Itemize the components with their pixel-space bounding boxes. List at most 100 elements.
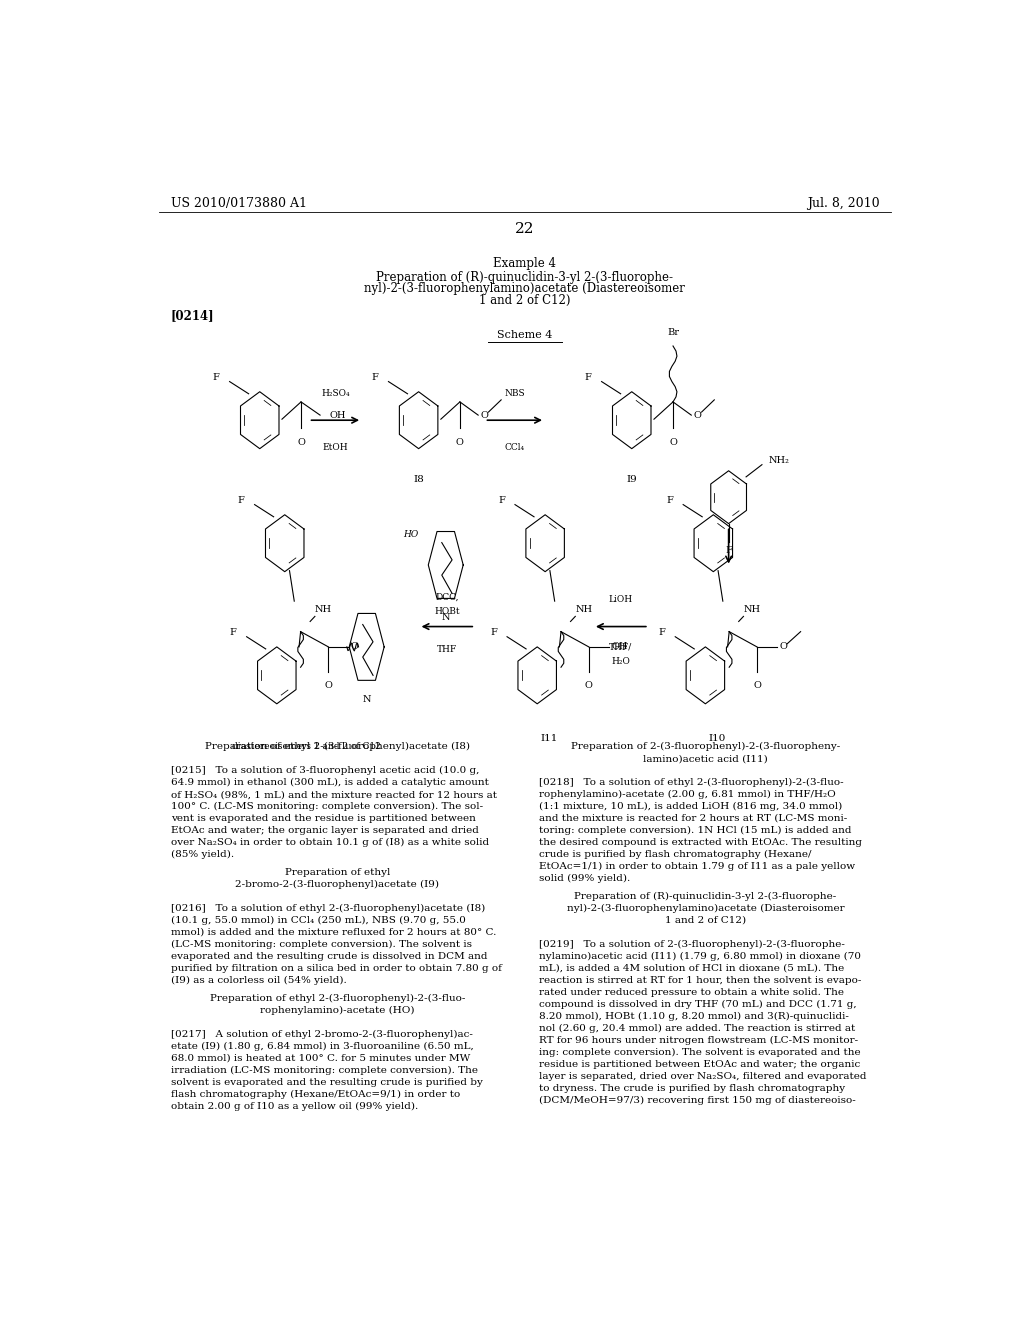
Text: (10.1 g, 55.0 mmol) in CCl₄ (250 mL), NBS (9.70 g, 55.0: (10.1 g, 55.0 mmol) in CCl₄ (250 mL), NB… bbox=[171, 916, 466, 925]
Text: NH₂: NH₂ bbox=[768, 457, 790, 465]
Text: mL), is added a 4M solution of HCl in dioxane (5 mL). The: mL), is added a 4M solution of HCl in di… bbox=[539, 964, 844, 973]
Text: THF/: THF/ bbox=[609, 643, 633, 652]
Text: [0214]: [0214] bbox=[171, 309, 214, 322]
Text: F: F bbox=[667, 496, 673, 506]
Text: (LC-MS monitoring: complete conversion). The solvent is: (LC-MS monitoring: complete conversion).… bbox=[171, 940, 472, 949]
Text: crude is purified by flash chromatography (Hexane/: crude is purified by flash chromatograph… bbox=[539, 850, 811, 859]
Text: layer is separated, dried over Na₂SO₄, filtered and evaporated: layer is separated, dried over Na₂SO₄, f… bbox=[539, 1072, 866, 1081]
Text: F: F bbox=[213, 374, 219, 381]
Text: [0215]   To a solution of 3-fluorophenyl acetic acid (10.0 g,: [0215] To a solution of 3-fluorophenyl a… bbox=[171, 766, 479, 775]
Text: Preparation of ethyl: Preparation of ethyl bbox=[285, 869, 390, 876]
Text: evaporated and the resulting crude is dissolved in DCM and: evaporated and the resulting crude is di… bbox=[171, 952, 487, 961]
Text: nylamino)acetic acid (I11) (1.79 g, 6.80 mmol) in dioxane (70: nylamino)acetic acid (I11) (1.79 g, 6.80… bbox=[539, 952, 861, 961]
Text: Example 4: Example 4 bbox=[494, 257, 556, 271]
Text: and the mixture is reacted for 2 hours at RT (LC-MS moni-: and the mixture is reacted for 2 hours a… bbox=[539, 814, 847, 824]
Text: EtOAc=1/1) in order to obtain 1.79 g of I11 as a pale yellow: EtOAc=1/1) in order to obtain 1.79 g of … bbox=[539, 862, 855, 871]
Text: I8: I8 bbox=[414, 475, 424, 483]
Text: O: O bbox=[297, 438, 305, 447]
Text: DCC,: DCC, bbox=[435, 593, 459, 602]
Text: obtain 2.00 g of I10 as a yellow oil (99% yield).: obtain 2.00 g of I10 as a yellow oil (99… bbox=[171, 1102, 418, 1111]
Text: F: F bbox=[372, 374, 379, 381]
Text: purified by filtration on a silica bed in order to obtain 7.80 g of: purified by filtration on a silica bed i… bbox=[171, 964, 502, 973]
Text: Jul. 8, 2010: Jul. 8, 2010 bbox=[807, 197, 880, 210]
Text: Br: Br bbox=[667, 329, 679, 338]
Text: THF: THF bbox=[437, 645, 457, 653]
Text: O: O bbox=[753, 681, 761, 690]
Text: vent is evaporated and the residue is partitioned between: vent is evaporated and the residue is pa… bbox=[171, 814, 475, 824]
Text: lamino)acetic acid (I11): lamino)acetic acid (I11) bbox=[643, 754, 768, 763]
Text: 1 and 2 of C12): 1 and 2 of C12) bbox=[665, 916, 745, 925]
Text: F: F bbox=[585, 374, 592, 381]
Text: of H₂SO₄ (98%, 1 mL) and the mixture reacted for 12 hours at: of H₂SO₄ (98%, 1 mL) and the mixture rea… bbox=[171, 791, 497, 799]
Text: rophenylamino)-acetate (2.00 g, 6.81 mmol) in THF/H₂O: rophenylamino)-acetate (2.00 g, 6.81 mmo… bbox=[539, 791, 836, 799]
Text: rophenylamino)-acetate (HO): rophenylamino)-acetate (HO) bbox=[260, 1006, 415, 1015]
Text: 100° C. (LC-MS monitoring: complete conversion). The sol-: 100° C. (LC-MS monitoring: complete conv… bbox=[171, 803, 482, 812]
Text: compound is dissolved in dry THF (70 mL) and DCC (1.71 g,: compound is dissolved in dry THF (70 mL)… bbox=[539, 1001, 856, 1008]
Text: N: N bbox=[362, 696, 371, 705]
Text: [0219]   To a solution of 2-(3-fluorophenyl)-2-(3-fluorophe-: [0219] To a solution of 2-(3-fluoropheny… bbox=[539, 940, 845, 949]
Text: toring: complete conversion). 1N HCl (15 mL) is added and: toring: complete conversion). 1N HCl (15… bbox=[539, 826, 851, 836]
Text: O: O bbox=[480, 411, 488, 420]
Text: O: O bbox=[693, 411, 701, 420]
Text: EtOAc and water; the organic layer is separated and dried: EtOAc and water; the organic layer is se… bbox=[171, 826, 478, 836]
Text: Preparation of (R)-quinuclidin-3-yl 2-(3-fluorophe-: Preparation of (R)-quinuclidin-3-yl 2-(3… bbox=[376, 271, 674, 284]
Text: I11: I11 bbox=[541, 734, 558, 743]
Text: H₂SO₄: H₂SO₄ bbox=[321, 389, 349, 397]
Text: nyl)-2-(3-fluorophenylamino)acetate (Diastereoisomer: nyl)-2-(3-fluorophenylamino)acetate (Dia… bbox=[365, 282, 685, 296]
Text: irradiation (LC-MS monitoring: complete conversion). The: irradiation (LC-MS monitoring: complete … bbox=[171, 1065, 477, 1074]
Text: O: O bbox=[669, 438, 677, 447]
Text: I9: I9 bbox=[627, 475, 637, 483]
Text: 1 and 2 of C12): 1 and 2 of C12) bbox=[479, 294, 570, 308]
Text: solvent is evaporated and the resulting crude is purified by: solvent is evaporated and the resulting … bbox=[171, 1078, 482, 1086]
Text: HOBt: HOBt bbox=[434, 607, 460, 616]
Text: [0218]   To a solution of ethyl 2-(3-fluorophenyl)-2-(3-fluo-: [0218] To a solution of ethyl 2-(3-fluor… bbox=[539, 777, 844, 787]
Text: 2-bromo-2-(3-fluorophenyl)acetate (I9): 2-bromo-2-(3-fluorophenyl)acetate (I9) bbox=[236, 880, 439, 890]
Text: F: F bbox=[238, 496, 245, 506]
Text: Preparation of ethyl 2-(3-fluorophenyl)acetate (I8): Preparation of ethyl 2-(3-fluorophenyl)a… bbox=[205, 742, 470, 751]
Text: H₂O: H₂O bbox=[611, 657, 631, 667]
Text: (DCM/MeOH=97/3) recovering first 150 mg of diastereoiso-: (DCM/MeOH=97/3) recovering first 150 mg … bbox=[539, 1096, 855, 1105]
Text: HO: HO bbox=[402, 529, 418, 539]
Text: nyl)-2-(3-fluorophenylamino)acetate (Diasteroisomer: nyl)-2-(3-fluorophenylamino)acetate (Dia… bbox=[566, 904, 844, 913]
Text: Preparation of 2-(3-fluorophenyl)-2-(3-fluoropheny-: Preparation of 2-(3-fluorophenyl)-2-(3-f… bbox=[570, 742, 840, 751]
Text: solid (99% yield).: solid (99% yield). bbox=[539, 874, 630, 883]
Text: 22: 22 bbox=[515, 222, 535, 236]
Text: (I9) as a colorless oil (54% yield).: (I9) as a colorless oil (54% yield). bbox=[171, 975, 346, 985]
Text: CCl₄: CCl₄ bbox=[505, 442, 524, 451]
Text: the desired compound is extracted with EtOAc. The resulting: the desired compound is extracted with E… bbox=[539, 838, 862, 847]
Text: [0217]   A solution of ethyl 2-bromo-2-(3-fluorophenyl)ac-: [0217] A solution of ethyl 2-bromo-2-(3-… bbox=[171, 1030, 472, 1039]
Text: O: O bbox=[456, 438, 464, 447]
Text: residue is partitioned between EtOAc and water; the organic: residue is partitioned between EtOAc and… bbox=[539, 1060, 860, 1069]
Text: Scheme 4: Scheme 4 bbox=[497, 330, 553, 341]
Text: NH: NH bbox=[315, 605, 332, 614]
Text: LiOH: LiOH bbox=[609, 595, 633, 605]
Text: O: O bbox=[325, 681, 333, 690]
Text: EtOH: EtOH bbox=[323, 442, 348, 451]
Text: ing: complete conversion). The solvent is evaporated and the: ing: complete conversion). The solvent i… bbox=[539, 1048, 860, 1057]
Text: over Na₂SO₄ in order to obtain 10.1 g of (I8) as a white solid: over Na₂SO₄ in order to obtain 10.1 g of… bbox=[171, 838, 488, 847]
Text: US 2010/0173880 A1: US 2010/0173880 A1 bbox=[171, 197, 306, 210]
Text: 68.0 mmol) is heated at 100° C. for 5 minutes under MW: 68.0 mmol) is heated at 100° C. for 5 mi… bbox=[171, 1053, 470, 1063]
Text: Preparation of (R)-quinuclidin-3-yl 2-(3-fluorophe-: Preparation of (R)-quinuclidin-3-yl 2-(3… bbox=[574, 892, 837, 902]
Text: NBS: NBS bbox=[505, 389, 525, 397]
Text: [0216]   To a solution of ethyl 2-(3-fluorophenyl)acetate (I8): [0216] To a solution of ethyl 2-(3-fluor… bbox=[171, 904, 485, 913]
Text: mmol) is added and the mixture refluxed for 2 hours at 80° C.: mmol) is added and the mixture refluxed … bbox=[171, 928, 496, 937]
Text: O: O bbox=[779, 643, 787, 651]
Text: F: F bbox=[229, 628, 237, 638]
Text: OH: OH bbox=[330, 411, 346, 420]
Text: OH: OH bbox=[611, 643, 629, 651]
Text: F: F bbox=[725, 545, 732, 554]
Text: (1:1 mixture, 10 mL), is added LiOH (816 mg, 34.0 mmol): (1:1 mixture, 10 mL), is added LiOH (816… bbox=[539, 803, 842, 812]
Text: rated under reduced pressure to obtain a white solid. The: rated under reduced pressure to obtain a… bbox=[539, 987, 844, 997]
Text: to dryness. The crude is purified by flash chromatography: to dryness. The crude is purified by fla… bbox=[539, 1084, 845, 1093]
Text: N: N bbox=[441, 614, 450, 622]
Text: flash chromatography (Hexane/EtOAc=9/1) in order to: flash chromatography (Hexane/EtOAc=9/1) … bbox=[171, 1090, 460, 1100]
Text: O: O bbox=[350, 643, 358, 651]
Text: Preparation of ethyl 2-(3-fluorophenyl)-2-(3-fluo-: Preparation of ethyl 2-(3-fluorophenyl)-… bbox=[210, 994, 465, 1003]
Text: (85% yield).: (85% yield). bbox=[171, 850, 233, 859]
Text: I10: I10 bbox=[709, 734, 726, 743]
Text: NH: NH bbox=[575, 605, 593, 614]
Text: RT for 96 hours under nitrogen flowstream (LC-MS monitor-: RT for 96 hours under nitrogen flowstrea… bbox=[539, 1036, 858, 1045]
Text: nol (2.60 g, 20.4 mmol) are added. The reaction is stirred at: nol (2.60 g, 20.4 mmol) are added. The r… bbox=[539, 1024, 855, 1034]
Text: reaction is stirred at RT for 1 hour, then the solvent is evapo-: reaction is stirred at RT for 1 hour, th… bbox=[539, 975, 861, 985]
